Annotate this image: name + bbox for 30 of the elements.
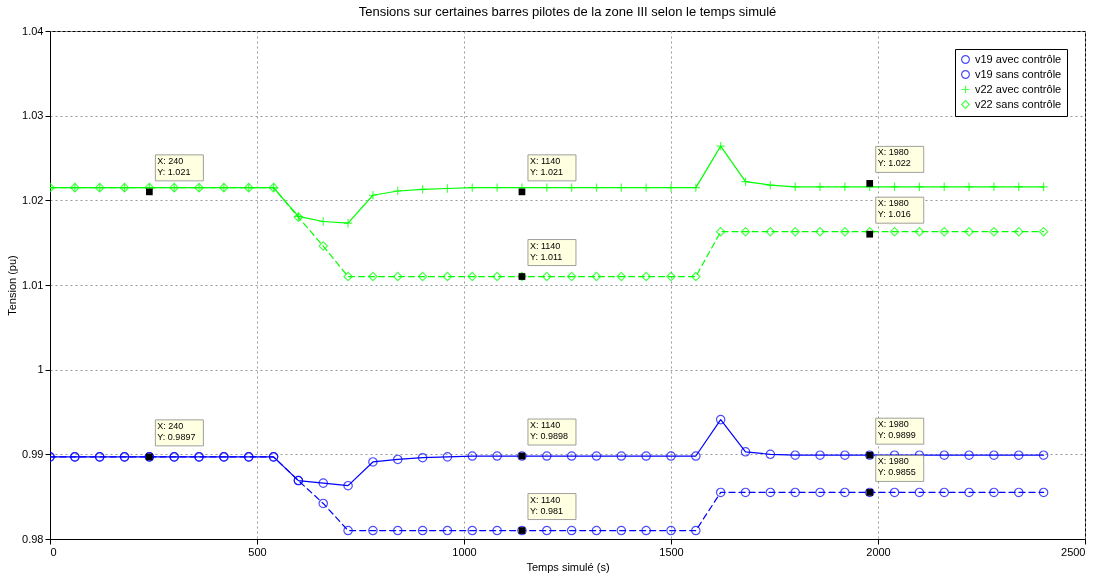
y-tick-label: 1.03 bbox=[22, 109, 44, 122]
legend-label: v22 avec contrôle bbox=[975, 82, 1062, 95]
x-tick-label: 2500 bbox=[1061, 545, 1086, 558]
x-axis-title: Temps simulé (s) bbox=[526, 560, 610, 573]
annotation: X: 1980 Y: 0.9855 bbox=[877, 456, 916, 478]
x-tick-label: 1500 bbox=[659, 545, 684, 558]
y-tick-label: 0.99 bbox=[22, 447, 44, 460]
annotation: X: 1140 Y: 0.9898 bbox=[529, 420, 569, 442]
x-tick-label: 0 bbox=[50, 545, 57, 558]
y-tick-label: 0.98 bbox=[22, 532, 44, 545]
annotation: X: 1140 Y: 1.021 bbox=[529, 155, 563, 177]
x-tick-label: 1000 bbox=[452, 545, 477, 558]
y-axis-title: Tension (pu) bbox=[6, 255, 19, 316]
y-tick-label: 1.01 bbox=[22, 278, 44, 291]
annotation: X: 1980 Y: 1.016 bbox=[877, 198, 911, 220]
annotation: X: 240 Y: 0.9897 bbox=[157, 420, 196, 442]
x-tick-label: 2000 bbox=[866, 545, 891, 558]
y-tick-label: 1 bbox=[37, 363, 44, 376]
y-tick-label: 1.04 bbox=[22, 24, 44, 37]
annotation: X: 1980 Y: 0.9899 bbox=[877, 419, 916, 441]
x-tick-label: 500 bbox=[248, 545, 267, 558]
annotation: X: 240 Y: 1.021 bbox=[157, 155, 191, 177]
legend-label: v19 sans contrôle bbox=[975, 67, 1062, 80]
y-tick-label: 1.02 bbox=[22, 193, 44, 206]
chart-title: Tensions sur certaines barres pilotes de la zone III selon le temps simulé bbox=[358, 4, 777, 19]
legend-label: v22 sans contrôle bbox=[975, 97, 1062, 110]
legend-label: v19 avec contrôle bbox=[975, 52, 1062, 65]
annotation: X: 1140 Y: 1.011 bbox=[529, 240, 563, 262]
annotation: X: 1140 Y: 0.981 bbox=[529, 494, 563, 516]
annotation: X: 1980 Y: 1.022 bbox=[877, 147, 911, 169]
